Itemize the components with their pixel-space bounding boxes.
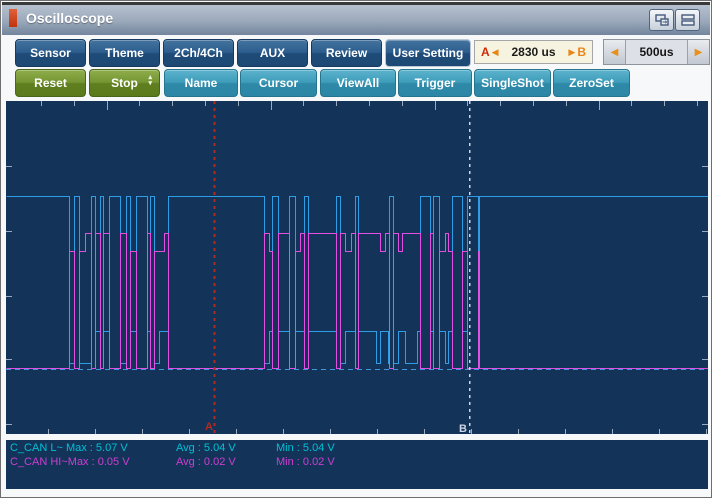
spinner-down-icon: ▾ [148,80,152,87]
cursor-button[interactable]: Cursor [240,69,317,97]
run-stop-button[interactable]: Stop ▴ ▾ [89,69,160,97]
trigger-button[interactable]: Trigger [398,69,472,97]
reset-button-label: Reset [34,76,67,90]
name-button[interactable]: Name [164,69,238,97]
left-arrow-icon: ◀ [610,46,619,58]
viewall-button-label: ViewAll [336,76,380,90]
theme-button-label: Theme [105,46,144,60]
cursor-delta-value: 2830 us [511,45,556,59]
tile-windows-icon [680,14,695,26]
review-button[interactable]: Review [311,39,382,67]
timebase-selector: ◀ 500us ▶ [603,39,710,65]
sensor-button-label: Sensor [30,46,71,60]
cursor-b-tag: B [577,45,586,59]
review-button-label: Review [325,46,368,60]
cursor-button-label: Cursor [258,76,299,90]
spinner-up-icon: ▴ [148,74,152,81]
avg-value: Avg : 5.04 V [176,442,236,454]
right-arrow-icon: ▶ [694,46,703,58]
min-value: Min : 0.02 V [276,456,335,468]
cursor-b-label: B [459,423,467,434]
cursor-a-tag: A [481,45,490,59]
cursor-b-arrow-icon[interactable]: ▶ [568,46,576,57]
singleshot-button[interactable]: SingleShot [474,69,551,97]
run-stop-button-label: Stop [111,76,138,90]
trigger-button-label: Trigger [414,76,456,90]
trace-can-h [6,233,709,369]
zeroset-button[interactable]: ZeroSet [553,69,630,97]
max-value: Max : 5.07 V [65,442,128,454]
min-value: Min : 5.04 V [276,442,335,454]
measurement-row-can-l: C_CAN L~ Max : 5.07 V Avg : 5.04 V Min :… [6,442,708,455]
tile-windows-button[interactable] [675,9,700,31]
viewall-button[interactable]: ViewAll [320,69,396,97]
max-value: Max : 0.05 V [67,456,130,468]
window-title: Oscilloscope [26,10,114,26]
avg-value: Avg : 0.02 V [176,456,236,468]
channel-name: C_CAN L~ [10,442,63,454]
channel-mode-button-label: 2Ch/4Ch [174,46,223,60]
timebase-increase-button[interactable]: ▶ [687,40,709,64]
reset-button[interactable]: Reset [15,69,86,97]
restore-window-icon [654,14,669,26]
aux-button-label: AUX [259,46,286,60]
cursor-delta-readout: A ◀ 2830 us ▶ B [474,40,593,64]
title-bar: Oscilloscope [2,2,710,35]
singleshot-button-label: SingleShot [481,76,544,90]
run-stop-spinner-icon[interactable]: ▴ ▾ [148,74,152,87]
timebase-value: 500us [626,40,687,64]
name-button-label: Name [184,76,218,90]
channel-name: C_CAN HI~ [10,456,68,468]
aux-button[interactable]: AUX [237,39,308,67]
app-icon [9,9,17,27]
restore-window-button[interactable] [649,9,674,31]
user-setting-button[interactable]: User Setting [385,39,471,67]
sensor-button[interactable]: Sensor [15,39,86,67]
measurement-row-can-hi: C_CAN HI~Max : 0.05 V Avg : 0.02 V Min :… [6,456,708,469]
cursor-a-arrow-icon[interactable]: ◀ [491,46,499,57]
trace-can-l [6,196,709,364]
theme-button[interactable]: Theme [89,39,160,67]
user-setting-button-label: User Setting [392,46,464,60]
zeroset-button-label: ZeroSet [569,76,614,90]
cursor-a-label: A [205,421,213,433]
timebase-decrease-button[interactable]: ◀ [604,40,626,64]
measurement-panel: C_CAN L~ Max : 5.07 V Avg : 5.04 V Min :… [6,440,708,489]
channel-mode-button[interactable]: 2Ch/4Ch [163,39,234,67]
